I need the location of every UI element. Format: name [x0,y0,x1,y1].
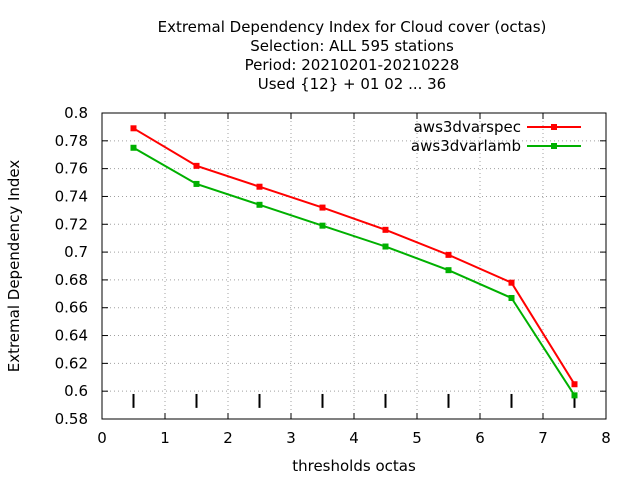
x-tick-label: 1 [160,429,170,447]
y-tick-label: 0.58 [55,410,88,428]
data-point [130,144,137,151]
data-point [130,125,137,132]
data-point [256,201,263,208]
series-aws3dvarspec [130,125,578,388]
data-point [256,183,263,190]
y-tick-label: 0.74 [55,187,88,205]
y-tick-label: 0.68 [55,271,88,289]
legend-label: aws3dvarlamb [411,137,521,155]
title-line-2: Selection: ALL 595 stations [250,37,454,55]
x-tick-label: 5 [412,429,422,447]
data-point [319,222,326,229]
x-tick-label: 4 [349,429,359,447]
y-axis-label: Extremal Dependency Index [5,160,23,373]
data-point [445,267,452,274]
data-point [319,204,326,211]
series [130,125,578,399]
x-tick-label: 8 [601,429,611,447]
chart-title: Extremal Dependency Index for Cloud cove… [158,18,547,93]
series-line [132,127,576,385]
x-axis-tick-labels: 0 1 2 3 4 5 6 7 8 [97,429,611,447]
data-point [571,381,578,388]
x-tick-label: 6 [475,429,485,447]
y-tick-label: 0.6 [64,382,88,400]
data-point [382,243,389,250]
data-point [508,279,515,286]
title-line-3: Period: 20210201-20210228 [245,56,460,74]
legend-label: aws3dvarspec [414,118,521,136]
data-point [193,180,200,187]
axis-ticks [101,112,607,420]
y-tick-label: 0.7 [64,243,88,261]
data-point [571,392,578,399]
x-tick-label: 3 [286,429,296,447]
y-tick-label: 0.8 [64,104,88,122]
data-point [193,162,200,169]
y-tick-label: 0.64 [55,327,88,345]
y-tick-label: 0.78 [55,132,88,150]
series-line [133,146,576,396]
x-tick-label: 2 [223,429,233,447]
legend-marker [551,143,557,149]
data-point [508,294,515,301]
y-tick-label: 0.72 [55,215,88,233]
grid [102,113,606,419]
y-axis-tick-labels: 0.58 0.6 0.62 0.64 0.66 0.68 0.7 0.72 0.74 0.76 0.… [55,104,88,428]
y-tick-label: 0.62 [55,354,88,372]
x-tick-label: 7 [538,429,548,447]
data-point [382,226,389,233]
series-aws3dvarlamb [130,144,578,399]
x-axis-label: thresholds octas [292,457,416,475]
title-line-4: Used {12} + 01 02 ... 36 [258,75,446,93]
title-line-1: Extremal Dependency Index for Cloud cove… [158,18,547,36]
data-point [445,251,452,258]
y-tick-label: 0.66 [55,299,88,317]
y-tick-label: 0.76 [55,160,88,178]
legend-marker [551,124,557,130]
x-tick-label: 0 [97,429,107,447]
